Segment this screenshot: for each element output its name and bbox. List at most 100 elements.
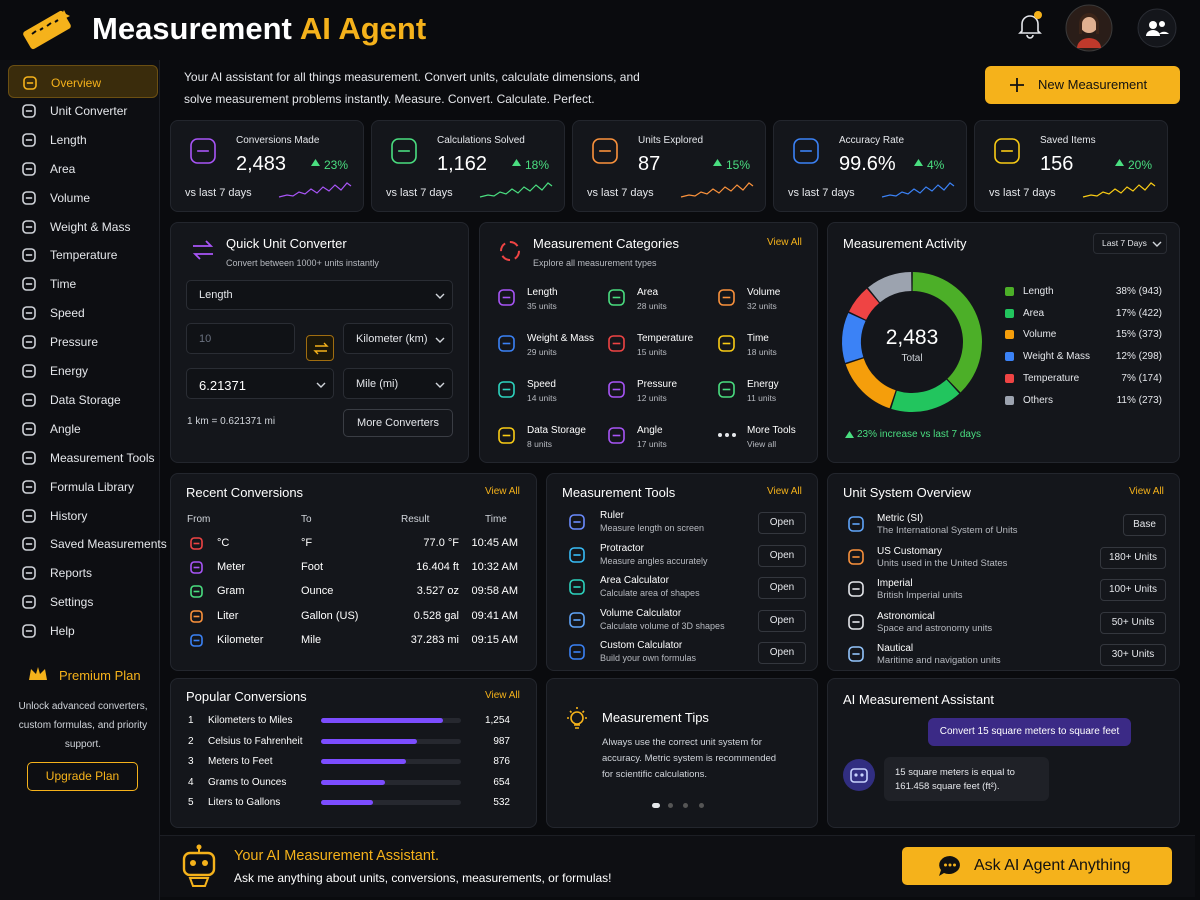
nav-label[interactable]: Angle <box>50 421 81 436</box>
nav-item[interactable]: Overview <box>8 65 158 98</box>
open-button[interactable]: Open <box>758 642 806 665</box>
open-button[interactable]: Open <box>758 609 806 632</box>
nav-label[interactable]: History <box>50 508 88 523</box>
nav-label[interactable]: Length <box>50 132 87 147</box>
nav-item[interactable]: History <box>8 499 158 532</box>
category-detail[interactable]: 12 units <box>637 393 667 403</box>
category-name[interactable]: Length <box>527 287 558 298</box>
nav-label[interactable]: Temperature <box>50 248 118 263</box>
nav-item[interactable]: Reports <box>8 556 158 589</box>
category-name[interactable]: Speed <box>527 379 556 390</box>
category-item[interactable]: More Tools View all <box>716 423 820 457</box>
category-name[interactable]: Angle <box>637 425 663 436</box>
result-field[interactable]: 6.21371 <box>186 368 334 399</box>
open-button[interactable]: Open <box>758 577 806 600</box>
nav-label[interactable]: Saved Measurements <box>50 537 167 552</box>
notifications[interactable] <box>1016 11 1044 40</box>
category-name[interactable]: More Tools <box>747 425 796 436</box>
swap-button[interactable] <box>306 335 334 361</box>
category-detail[interactable]: 18 units <box>747 347 777 357</box>
carousel-dot[interactable] <box>652 803 660 808</box>
category-detail[interactable]: 14 units <box>527 393 557 403</box>
avatar[interactable] <box>1065 4 1113 52</box>
from-select[interactable]: Kilometer (km) <box>343 323 453 354</box>
category-item[interactable]: Length 35 units <box>496 285 600 319</box>
category-item[interactable]: Weight & Mass 29 units <box>496 331 600 365</box>
nav-label[interactable]: Time <box>50 277 77 292</box>
nav-item[interactable]: Volume <box>8 181 158 214</box>
new-measurement-label[interactable]: New Measurement <box>1038 77 1148 92</box>
nav-item[interactable]: Data Storage <box>8 383 158 416</box>
from-select-text[interactable]: Kilometer (km) <box>356 332 428 345</box>
nav-item[interactable]: Measurement Tools <box>8 441 158 474</box>
nav-label[interactable]: Settings <box>50 595 94 610</box>
nav-item[interactable]: Temperature <box>8 238 158 271</box>
category-name[interactable]: Time <box>747 333 769 344</box>
nav-item[interactable]: Weight & Mass <box>8 210 158 243</box>
view-all-link[interactable]: View All <box>485 690 520 701</box>
category-name[interactable]: Volume <box>747 287 781 298</box>
category-select[interactable]: Length <box>186 280 453 310</box>
category-item[interactable]: Time 18 units <box>716 331 820 365</box>
category-detail[interactable]: 15 units <box>637 347 667 357</box>
ask-agent-button[interactable]: Ask AI Agent Anything <box>902 847 1172 885</box>
nav-label[interactable]: Measurement Tools <box>50 450 155 465</box>
open-button[interactable]: Open <box>758 544 806 567</box>
carousel-dot[interactable] <box>698 803 704 808</box>
ask-agent-label[interactable]: Ask AI Agent Anything <box>974 857 1131 874</box>
category-name[interactable]: Temperature <box>637 333 694 344</box>
category-item[interactable]: Temperature 15 units <box>606 331 710 365</box>
period-label[interactable]: Last 7 Days <box>1102 238 1147 248</box>
nav-label[interactable]: Pressure <box>50 335 99 350</box>
to-select[interactable]: Mile (mi) <box>343 368 453 399</box>
nav-item[interactable]: Area <box>8 152 158 185</box>
category-item[interactable]: Angle 17 units <box>606 423 710 457</box>
users-button[interactable] <box>1137 8 1177 48</box>
nav-label[interactable]: Help <box>50 624 75 639</box>
nav-label[interactable]: Area <box>50 161 76 176</box>
nav-label[interactable]: Formula Library <box>50 479 135 494</box>
category-item[interactable]: Speed 14 units <box>496 377 600 411</box>
nav-item[interactable]: Unit Converter <box>8 94 158 127</box>
category-item[interactable]: Energy 11 units <box>716 377 820 411</box>
category-item[interactable]: Volume 32 units <box>716 285 820 319</box>
category-detail[interactable]: 29 units <box>527 347 557 357</box>
new-measurement-button[interactable]: New Measurement <box>985 66 1180 104</box>
nav-item[interactable]: Pressure <box>8 325 158 358</box>
category-name[interactable]: Area <box>637 287 659 298</box>
open-button[interactable]: Open <box>758 512 806 534</box>
category-name[interactable]: Pressure <box>637 379 678 390</box>
nav-label[interactable]: Speed <box>50 306 85 321</box>
view-all-link[interactable]: View All <box>485 486 520 497</box>
category-detail[interactable]: View all <box>747 439 777 449</box>
period-select[interactable]: Last 7 Days <box>1093 233 1167 254</box>
nav-label[interactable]: Overview <box>51 76 102 90</box>
category-detail[interactable]: 11 units <box>747 393 777 403</box>
category-detail[interactable]: 35 units <box>527 301 557 311</box>
category-detail[interactable]: 17 units <box>637 439 667 449</box>
nav-item[interactable]: Formula Library <box>8 470 158 503</box>
result-field-text[interactable]: 6.21371 <box>199 377 246 393</box>
category-name[interactable]: Data Storage <box>527 425 586 436</box>
nav-item[interactable]: Saved Measurements <box>8 527 167 560</box>
category-detail[interactable]: 28 units <box>637 301 667 311</box>
nav-item[interactable]: Length <box>8 123 158 156</box>
value-input[interactable]: 10 <box>186 323 295 354</box>
nav-label[interactable]: Data Storage <box>50 392 121 407</box>
nav-item[interactable]: Energy <box>8 354 158 387</box>
nav-item[interactable]: Help <box>8 614 158 647</box>
nav-label[interactable]: Reports <box>50 566 93 581</box>
nav-item[interactable]: Angle <box>8 412 158 445</box>
category-item[interactable]: Area 28 units <box>606 285 710 319</box>
view-all-link[interactable]: View All <box>767 237 802 248</box>
category-item[interactable]: Data Storage 8 units <box>496 423 600 457</box>
view-all-link[interactable]: View All <box>767 486 802 497</box>
category-detail[interactable]: 32 units <box>747 301 777 311</box>
to-select-text[interactable]: Mile (mi) <box>356 377 399 390</box>
nav-item[interactable]: Speed <box>8 296 158 329</box>
view-all-link[interactable]: View All <box>1129 486 1164 497</box>
nav-label[interactable]: Unit Converter <box>50 103 128 118</box>
nav-label[interactable]: Volume <box>50 190 91 205</box>
category-select-text[interactable]: Length <box>199 289 233 301</box>
category-item[interactable]: Pressure 12 units <box>606 377 710 411</box>
